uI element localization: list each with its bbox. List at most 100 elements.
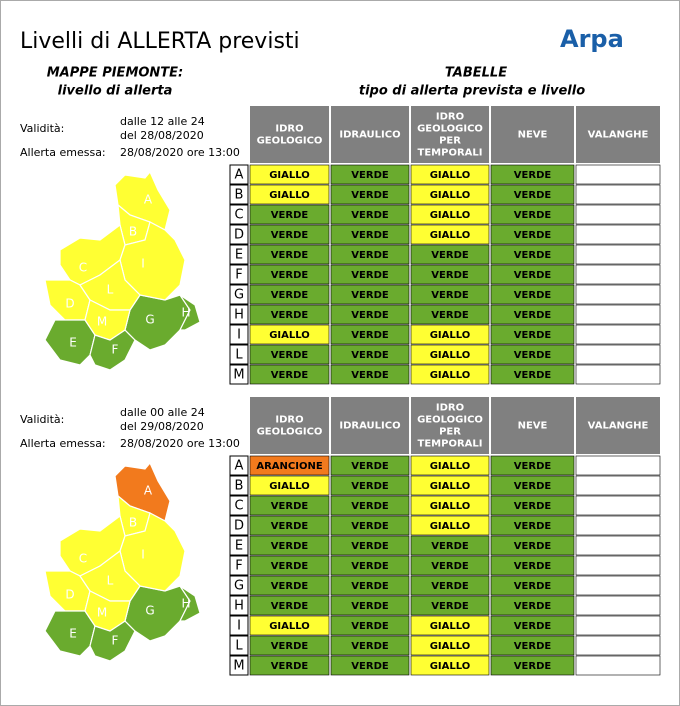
map-label: M xyxy=(97,315,107,329)
zone-letter: F xyxy=(235,559,242,574)
tables-subheading: tipo di allerta prevista e livello xyxy=(359,84,585,99)
level-text: VERDE xyxy=(271,230,309,241)
issued: 28/08/2020 ore 13:00 xyxy=(120,437,240,450)
level-cell xyxy=(490,204,575,225)
zone-letter: E xyxy=(235,539,243,554)
level-cell xyxy=(249,555,330,576)
level-text: VERDE xyxy=(271,370,309,381)
level-cell xyxy=(330,284,410,305)
level-cell xyxy=(575,555,661,576)
issued: 28/08/2020 ore 13:00 xyxy=(120,146,240,159)
level-cell xyxy=(410,344,490,365)
header-text: GEOLOGICO xyxy=(417,124,483,135)
level-cell xyxy=(490,555,575,576)
level-cell xyxy=(490,595,575,616)
level-text: VERDE xyxy=(351,481,389,492)
level-cell xyxy=(490,575,575,596)
map-label: G xyxy=(145,313,154,327)
zone-cell xyxy=(229,344,249,365)
header-text: IDRO xyxy=(436,112,464,123)
zone-cell xyxy=(229,204,249,225)
level-text: VERDE xyxy=(514,661,552,672)
level-cell xyxy=(330,595,410,616)
level-text: VERDE xyxy=(351,170,389,181)
level-text: VERDE xyxy=(514,601,552,612)
level-cell xyxy=(490,635,575,656)
header-text: GEOLOGICO xyxy=(417,415,483,426)
map-zone xyxy=(179,294,201,331)
level-text: GIALLO xyxy=(269,621,310,632)
header-cell xyxy=(250,397,329,454)
level-cell xyxy=(249,455,330,476)
level-cell xyxy=(490,284,575,305)
level-cell xyxy=(575,515,661,536)
level-cell xyxy=(330,224,410,245)
level-cell xyxy=(490,475,575,496)
level-text: GIALLO xyxy=(430,661,471,672)
zone-letter: B xyxy=(235,188,244,203)
level-cell xyxy=(410,635,490,656)
level-text: VERDE xyxy=(271,641,309,652)
zone-letter: A xyxy=(235,168,244,183)
zone-letter: M xyxy=(233,659,244,674)
level-text: VERDE xyxy=(514,481,552,492)
level-text: VERDE xyxy=(514,501,552,512)
level-text: VERDE xyxy=(431,561,469,572)
level-cell xyxy=(330,164,410,185)
level-cell xyxy=(249,244,330,265)
level-cell xyxy=(249,324,330,345)
level-cell xyxy=(410,224,490,245)
level-cell xyxy=(330,184,410,205)
header-text: VALANGHE xyxy=(588,421,649,432)
level-cell xyxy=(575,344,661,365)
map-label: L xyxy=(107,574,114,588)
level-cell xyxy=(410,184,490,205)
zone-cell xyxy=(229,324,249,345)
header-text: NEVE xyxy=(518,421,548,432)
level-cell xyxy=(575,264,661,285)
zone-cell xyxy=(229,495,249,516)
level-text: VERDE xyxy=(271,210,309,221)
level-text: VERDE xyxy=(514,541,552,552)
level-cell xyxy=(490,224,575,245)
level-text: VERDE xyxy=(514,330,552,341)
level-cell xyxy=(410,284,490,305)
level-text: VERDE xyxy=(271,521,309,532)
zone-letter: E xyxy=(235,248,243,263)
level-text: VERDE xyxy=(351,210,389,221)
map-label: F xyxy=(112,634,119,648)
level-text: VERDE xyxy=(514,290,552,301)
level-cell xyxy=(330,555,410,576)
level-cell xyxy=(249,164,330,185)
level-cell xyxy=(330,655,410,676)
map-label: H xyxy=(181,597,190,611)
level-cell xyxy=(490,615,575,636)
zone-cell xyxy=(229,284,249,305)
level-text: VERDE xyxy=(351,501,389,512)
level-text: VERDE xyxy=(431,250,469,261)
level-cell xyxy=(330,344,410,365)
level-text: GIALLO xyxy=(430,230,471,241)
level-cell xyxy=(575,475,661,496)
level-cell xyxy=(330,475,410,496)
level-text: VERDE xyxy=(271,661,309,672)
level-cell xyxy=(330,635,410,656)
level-cell xyxy=(575,655,661,676)
level-text: GIALLO xyxy=(269,330,310,341)
level-text: VERDE xyxy=(514,190,552,201)
level-cell xyxy=(410,535,490,556)
level-text: VERDE xyxy=(351,521,389,532)
map-zone xyxy=(119,512,186,592)
level-text: VERDE xyxy=(351,350,389,361)
zone-letter: I xyxy=(237,619,241,634)
header-text: NEVE xyxy=(518,130,548,141)
zone-cell xyxy=(229,615,249,636)
header-text: GEOLOGICO xyxy=(257,427,323,438)
level-cell xyxy=(249,595,330,616)
level-text: GIALLO xyxy=(430,461,471,472)
header-text: TEMPORALI xyxy=(418,439,483,450)
header-cell xyxy=(576,397,660,454)
level-text: VERDE xyxy=(271,501,309,512)
header-cell xyxy=(576,106,660,163)
